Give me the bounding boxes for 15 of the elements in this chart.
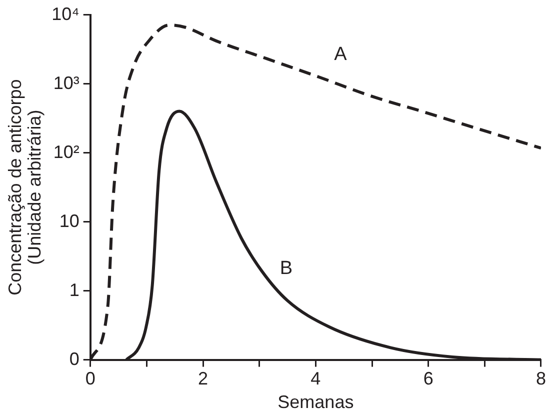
x-axis-title: Semanas [278,392,354,412]
y-tick-label: 10⁴ [52,4,80,24]
x-tick-label: 4 [310,368,321,389]
y-tick-label: 1 [69,280,80,300]
x-tick-label: 0 [85,368,96,389]
y-tick-label: 10 [59,210,80,231]
x-tick-label: 2 [198,368,208,389]
series-label: A [334,44,348,66]
y-tick-label: 10² [53,142,80,162]
x-tick-label: 6 [423,368,434,389]
y-tick-label: 0 [69,348,80,369]
y-tick-label: 10³ [53,72,80,93]
x-tick-label: 8 [536,368,546,389]
y-axis-title: Concentração de anticorpo (Unidade arbitrária) [4,79,45,296]
series-label: B [280,258,293,279]
